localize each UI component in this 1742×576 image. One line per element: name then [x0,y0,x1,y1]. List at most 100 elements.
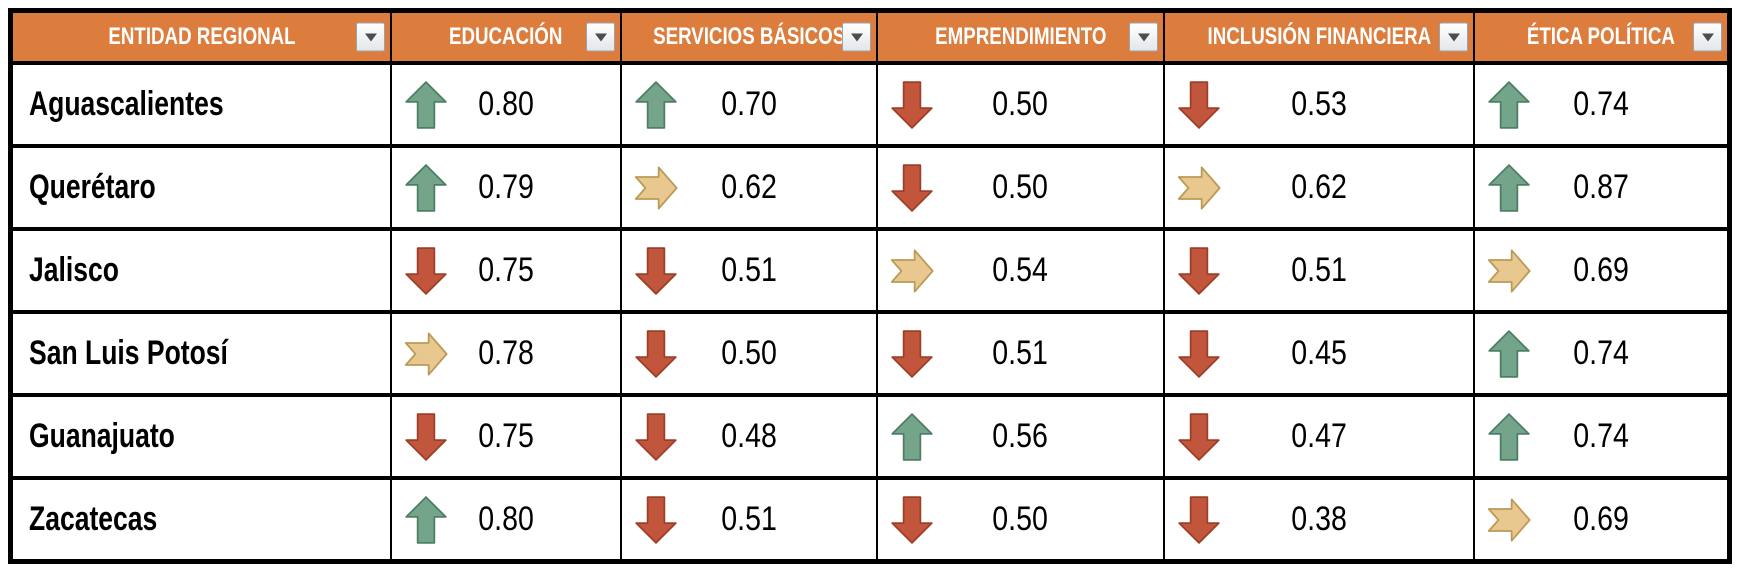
trend-down-icon [634,493,678,547]
value-cell[interactable]: 0.62 [622,148,876,227]
trend-up-icon [404,161,448,215]
entity-cell[interactable]: Jalisco [13,231,390,310]
value-cell[interactable]: 0.80 [392,65,620,144]
value-cell[interactable]: 0.50 [622,314,876,393]
entity-cell[interactable]: Aguascalientes [13,65,390,144]
trend-down-icon [890,161,934,215]
cell-value: 0.45 [1291,334,1347,372]
trend-down-icon [1177,78,1221,132]
value-cell[interactable]: 0.78 [392,314,620,393]
value-cell[interactable]: 0.54 [878,231,1163,310]
trend-down-icon [1177,410,1221,464]
value-cell[interactable]: 0.69 [1475,480,1727,559]
cell-value: 0.75 [478,251,534,289]
trend-down-icon [890,327,934,381]
entity-cell[interactable]: Querétaro [13,148,390,227]
column-header-educacion: EDUCACIÓN [392,13,620,61]
cell-value: 0.50 [992,168,1049,206]
cell-value: 0.53 [1291,85,1347,123]
cell-value: 0.62 [1291,168,1347,206]
value-cell[interactable]: 0.45 [1165,314,1473,393]
filter-chevron-icon [364,33,377,41]
value-cell[interactable]: 0.51 [878,314,1163,393]
column-header-etica-politica: ÉTICA POLÍTICA [1475,13,1727,61]
cell-value: 0.56 [992,417,1049,455]
cell-value: 0.51 [1291,251,1347,289]
value-cell[interactable]: 0.75 [392,397,620,476]
trend-down-icon [1177,327,1221,381]
cell-value: 0.69 [1573,251,1629,289]
entity-label: Jalisco [29,251,119,289]
cell-value: 0.62 [721,168,777,206]
entity-label: Aguascalientes [29,85,224,123]
filter-chevron-icon [1137,33,1150,41]
entity-label: Querétaro [29,168,156,206]
value-cell[interactable]: 0.74 [1475,65,1727,144]
value-cell[interactable]: 0.80 [392,480,620,559]
value-cell[interactable]: 0.51 [622,480,876,559]
value-cell[interactable]: 0.70 [622,65,876,144]
indicators-table: ENTIDAD REGIONAL EDUCACIÓN SERVICIOS BÁS… [8,8,1732,564]
column-header-label: SERVICIOS BÁSICOS [652,23,846,50]
cell-value: 0.50 [721,334,777,372]
cell-value: 0.74 [1573,334,1629,372]
filter-dropdown-button[interactable] [1129,22,1158,52]
cell-value: 0.69 [1573,500,1629,538]
entity-cell[interactable]: Zacatecas [13,480,390,559]
trend-down-icon [634,410,678,464]
filter-chevron-icon [1447,33,1460,41]
trend-down-icon [890,78,934,132]
trend-up-icon [1487,78,1531,132]
filter-dropdown-button[interactable] [1439,22,1468,52]
filter-dropdown-button[interactable] [586,22,615,52]
trend-down-icon [404,244,448,298]
trend-down-icon [634,327,678,381]
filter-chevron-icon [850,33,863,41]
cell-value: 0.54 [992,251,1049,289]
column-header-inclusion-financiera: INCLUSIÓN FINANCIERA [1165,13,1473,61]
value-cell[interactable]: 0.51 [1165,231,1473,310]
column-header-label: ÉTICA POLÍTICA [1526,23,1676,50]
value-cell[interactable]: 0.50 [878,148,1163,227]
value-cell[interactable]: 0.53 [1165,65,1473,144]
entity-cell[interactable]: Guanajuato [13,397,390,476]
value-cell[interactable]: 0.74 [1475,397,1727,476]
value-cell[interactable]: 0.56 [878,397,1163,476]
trend-right-icon [634,161,678,215]
trend-right-icon [1487,244,1531,298]
trend-down-icon [890,493,934,547]
trend-right-icon [404,327,448,381]
value-cell[interactable]: 0.75 [392,231,620,310]
filter-dropdown-button[interactable] [842,22,871,52]
value-cell[interactable]: 0.69 [1475,231,1727,310]
value-cell[interactable]: 0.79 [392,148,620,227]
filter-chevron-icon [1701,33,1714,41]
column-header-label: EMPRENDIMIENTO [934,23,1107,50]
column-header-servicios-basicos: SERVICIOS BÁSICOS [622,13,876,61]
filter-dropdown-button[interactable] [356,22,385,52]
value-cell[interactable]: 0.47 [1165,397,1473,476]
value-cell[interactable]: 0.50 [878,480,1163,559]
value-cell[interactable]: 0.51 [622,231,876,310]
value-cell[interactable]: 0.74 [1475,314,1727,393]
filter-chevron-icon [594,33,607,41]
trend-right-icon [1177,161,1221,215]
cell-value: 0.51 [721,251,777,289]
trend-down-icon [404,410,448,464]
column-header-entidad-regional: ENTIDAD REGIONAL [13,13,390,61]
trend-right-icon [890,244,934,298]
cell-value: 0.47 [1291,417,1347,455]
value-cell[interactable]: 0.50 [878,65,1163,144]
value-cell[interactable]: 0.62 [1165,148,1473,227]
cell-value: 0.79 [478,168,534,206]
value-cell[interactable]: 0.87 [1475,148,1727,227]
value-cell[interactable]: 0.48 [622,397,876,476]
cell-value: 0.74 [1573,417,1629,455]
trend-down-icon [1177,493,1221,547]
trend-right-icon [1487,493,1531,547]
entity-cell[interactable]: San Luis Potosí [13,314,390,393]
cell-value: 0.75 [478,417,534,455]
cell-value: 0.80 [478,500,534,538]
value-cell[interactable]: 0.38 [1165,480,1473,559]
filter-dropdown-button[interactable] [1693,22,1722,52]
